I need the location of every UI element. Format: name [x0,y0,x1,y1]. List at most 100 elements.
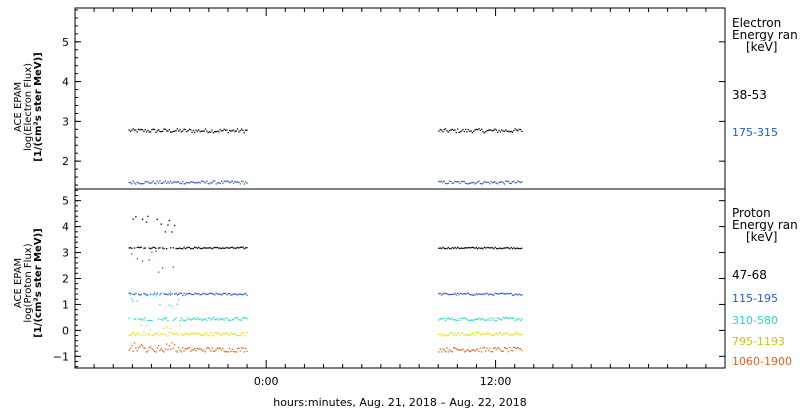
data-point [140,344,142,346]
data-point [172,333,174,335]
data-point [473,319,475,321]
data-point [462,348,464,350]
data-point [137,318,140,320]
data-point [499,131,502,133]
data-point [450,248,452,250]
proton-ytick-label: 5 [62,195,69,208]
data-point [182,181,184,183]
data-point [499,247,502,249]
data-point [236,348,239,350]
data-point [457,348,459,351]
data-point [439,247,441,249]
data-point [144,293,146,295]
data-point [182,347,184,349]
data-point [224,317,227,320]
data-point [514,182,516,184]
data-point [245,317,247,319]
data-point [239,293,241,295]
data-point [238,181,240,183]
data-point [448,349,451,351]
data-point [147,333,149,335]
proton-series-795-1193 [128,324,523,337]
data-point [226,317,228,319]
data-point [451,293,453,296]
data-point [485,333,487,335]
data-point [219,318,221,320]
data-point [149,293,152,295]
data-point [240,332,243,334]
data-point [503,333,506,335]
data-point [155,351,157,353]
data-point [446,318,448,320]
data-point [505,317,507,319]
data-point [176,333,178,335]
data-point [246,247,248,249]
data-point [149,131,152,133]
data-point [448,318,451,320]
data-point [443,247,445,249]
data-point [473,349,475,351]
data-point [491,130,494,132]
data-point [440,294,443,296]
data-point [236,128,239,130]
data-point [191,131,193,133]
data-point [242,181,244,183]
data-point [203,349,205,351]
data-point [242,333,244,336]
data-point [160,348,162,350]
data-point [223,319,225,321]
data-point [171,131,173,133]
data-point [466,318,468,321]
data-point [489,247,491,249]
data-point [159,247,161,249]
data-point [167,130,169,132]
data-point [182,248,184,250]
data-point [129,347,132,349]
data-point [498,347,500,349]
data-point [230,181,232,183]
data-point [175,292,177,294]
data-point [444,248,447,250]
data-point [440,247,443,250]
data-point [490,293,492,295]
data-point [141,318,144,320]
data-point [450,180,452,183]
data-point [168,345,170,347]
data-point [224,181,227,183]
data-point [487,294,490,296]
data-point [507,247,510,249]
data-point [463,247,465,249]
data-point [163,128,165,130]
data-point [164,180,166,182]
data-point [517,180,519,182]
data-point [499,318,502,320]
data-point [455,348,457,350]
data-point [143,183,145,185]
data-point [509,293,511,295]
data-point [132,300,134,302]
data-point [498,181,500,183]
data-point [482,318,484,320]
data-point [450,350,452,352]
data-point [245,129,247,131]
data-point [471,246,473,248]
data-point [133,342,136,344]
data-point [174,181,176,183]
data-point [231,318,233,320]
data-point [230,350,232,352]
data-point [145,351,148,353]
data-point [179,247,181,249]
data-point [482,294,484,296]
data-point [162,350,164,352]
data-point [164,231,166,233]
data-point [226,129,228,131]
data-point [227,180,229,183]
data-point [154,128,156,131]
proton-ytick-label: 2 [62,273,69,286]
data-point [513,333,515,335]
data-point [182,130,184,132]
data-point [235,247,237,249]
data-point [222,182,224,184]
data-point [463,130,465,133]
data-point [218,332,220,334]
